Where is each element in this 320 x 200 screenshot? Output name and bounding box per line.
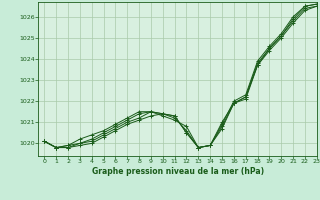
X-axis label: Graphe pression niveau de la mer (hPa): Graphe pression niveau de la mer (hPa) [92, 167, 264, 176]
